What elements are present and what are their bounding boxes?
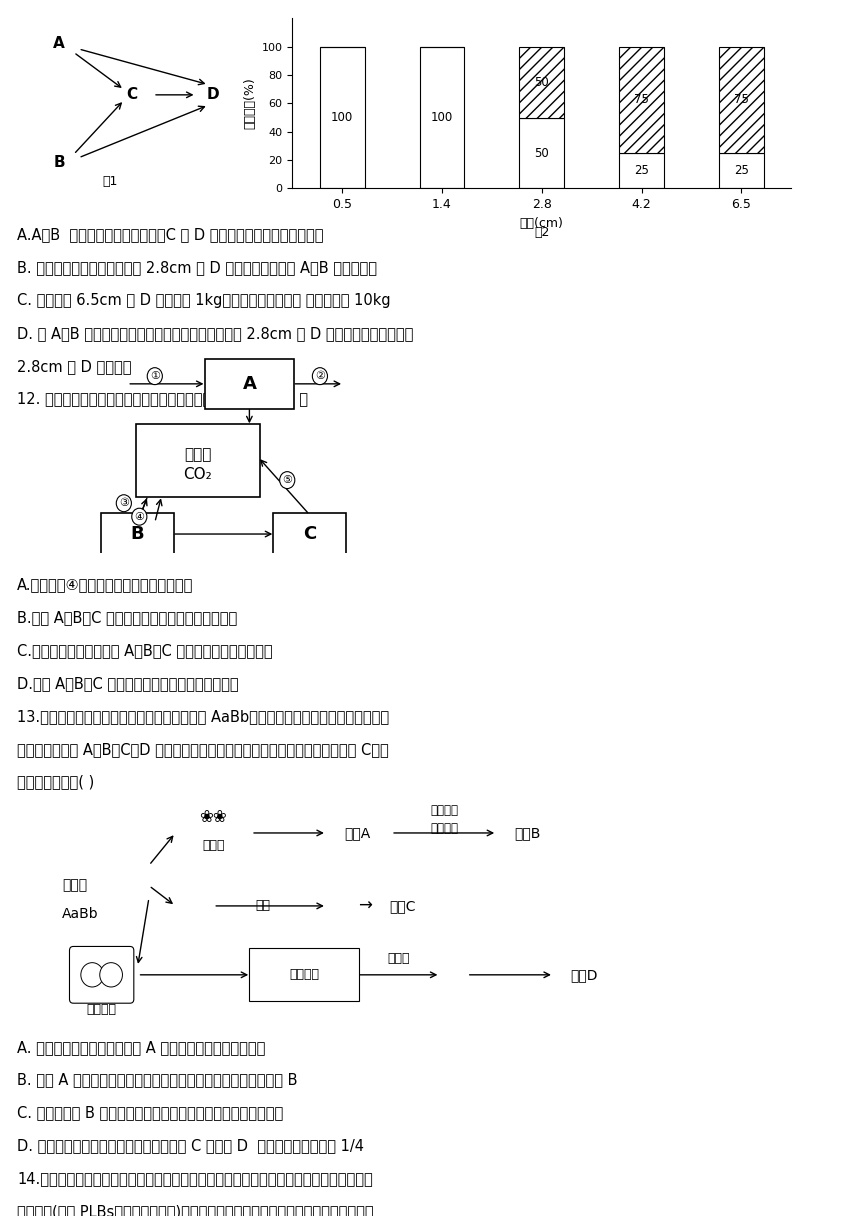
Text: D.图中 A、B、C 包含的所有种群共同构成生物群落: D.图中 A、B、C 包含的所有种群共同构成生物群落 [17,676,239,691]
Circle shape [116,495,132,512]
Text: 愈伤组织: 愈伤组织 [289,968,319,981]
Text: 图1: 图1 [102,175,118,188]
Text: 拟原球茎(简称 PLBs，类似愈伤组织)生产生物碱的实验流程。如图所示。下列叙述错误: 拟原球茎(简称 PLBs，类似愈伤组织)生产生物碱的实验流程。如图所示。下列叙述… [17,1204,374,1216]
Bar [519,118,564,188]
Text: 75: 75 [734,94,749,106]
Text: A: A [53,36,65,51]
Text: 种子: 种子 [255,900,270,912]
Text: 50: 50 [534,75,550,89]
Text: 处理芽尖: 处理芽尖 [430,822,458,835]
Text: 2.8cm 的 D 种群数量: 2.8cm 的 D 种群数量 [17,359,132,373]
Text: 25: 25 [634,164,649,178]
Text: 植株甲培育植株 A、B、C、D 的过程。将植株甲自交所结的种子种下，可得到植株 C。下: 植株甲培育植株 A、B、C、D 的过程。将植株甲自交所结的种子种下，可得到植株 … [17,742,389,756]
Text: B. 植株 A 经秋水仙素处理可获得染色体数加倍的纯合四倍体植株 B: B. 植株 A 经秋水仙素处理可获得染色体数加倍的纯合四倍体植株 B [17,1073,298,1087]
Text: 图2: 图2 [534,226,550,240]
FancyBboxPatch shape [273,513,346,556]
Text: 列叙述正确的是( ): 列叙述正确的是( ) [17,775,95,789]
Text: B.图中 A、B、C 分别代表消费者、生产者和分解者: B.图中 A、B、C 分别代表消费者、生产者和分解者 [17,610,237,625]
Bar [619,153,664,188]
Text: 植株B: 植株B [514,826,541,840]
Text: C.物质循环是指碳元素在 A、B、C 之间以有机物的形式传递: C.物质循环是指碳元素在 A、B、C 之间以有机物的形式传递 [17,643,273,658]
Text: 某种药剂: 某种药剂 [430,804,458,817]
FancyBboxPatch shape [70,946,134,1003]
Text: C: C [126,88,137,102]
Y-axis label: 食性比例(%): 食性比例(%) [243,78,256,129]
Text: 12. 下图表示生物圈中碳元素的循环过程，下列有关叙述正确的是（  ）: 12. 下图表示生物圈中碳元素的循环过程，下列有关叙述正确的是（ ） [17,392,308,406]
Text: 13.植株甲是自花传粉的二倍体植物，基因型为 AaBb，这两对基因独立遗传。下图为利用: 13.植株甲是自花传粉的二倍体植物，基因型为 AaBb，这两对基因独立遗传。下图… [17,709,390,724]
Bar [619,46,664,153]
FancyBboxPatch shape [136,424,260,497]
Text: 50: 50 [534,146,550,159]
Text: →: → [358,897,372,914]
Text: ❀❀: ❀❀ [200,807,227,826]
Text: 花粉粒: 花粉粒 [202,839,224,851]
Bar [519,46,564,118]
Circle shape [100,963,122,987]
Circle shape [312,367,328,384]
Text: 大气中: 大气中 [184,447,212,462]
Bar [320,46,365,188]
Circle shape [147,367,163,384]
Text: B: B [53,156,65,170]
Text: C. 若体长为 6.5cm 的 D 种群增重 1kg，至少需要消耗第一 营养级生物 10kg: C. 若体长为 6.5cm 的 D 种群增重 1kg，至少需要消耗第一 营养级生… [17,293,390,308]
Text: A.A、B  之间的关系是种间竞争，C 和 D 之间的关系是种间竞争和捕食: A.A、B 之间的关系是种间竞争，C 和 D 之间的关系是种间竞争和捕食 [17,227,323,242]
Text: C: C [303,525,316,544]
Text: D: D [207,88,219,102]
Text: 离体细胞: 离体细胞 [87,1003,117,1015]
FancyBboxPatch shape [101,513,174,556]
Text: 植株甲: 植株甲 [62,879,87,893]
Text: 植株C: 植株C [390,899,415,913]
Text: ③: ③ [119,499,129,508]
Text: C. 可选用植株 B 的根尖作材料观察细胞分裂中期染色体数目加倍: C. 可选用植株 B 的根尖作材料观察细胞分裂中期染色体数目加倍 [17,1105,284,1120]
Text: 75: 75 [634,94,649,106]
Circle shape [81,963,103,987]
Circle shape [280,472,295,489]
Text: 14.铁皮石斛是我国名贵中药，生物碱是其有效成分之一。应用植物组织培养技术培养石斛: 14.铁皮石斛是我国名贵中药，生物碱是其有效成分之一。应用植物组织培养技术培养石… [17,1171,373,1186]
Text: ⑤: ⑤ [282,475,292,485]
Text: 100: 100 [331,111,353,124]
Bar [420,46,464,188]
Text: 植株A: 植株A [344,826,370,840]
FancyBboxPatch shape [205,359,294,409]
Text: B. 若池塘中投放大量体长小于 2.8cm 的 D 种群，一定时间内 A、B 数量会增加: B. 若池塘中投放大量体长小于 2.8cm 的 D 种群，一定时间内 A、B 数… [17,260,378,275]
Bar [719,153,764,188]
FancyBboxPatch shape [249,948,359,1001]
Text: D. 若不考虑突变和染色体片段互换，植株 C 与植株 D  基因型相同的概率是 1/4: D. 若不考虑突变和染色体片段互换，植株 C 与植株 D 基因型相同的概率是 1… [17,1138,364,1153]
Text: ④: ④ [134,512,144,522]
Text: D. 若 A、B 数量不变，则该地池塘能承载的体长小于 2.8cm 的 D 种群数量大于体长大于: D. 若 A、B 数量不变，则该地池塘能承载的体长小于 2.8cm 的 D 种群… [17,326,414,340]
Text: A. 用植株甲的花粉粒获得植物 A 的育种方法称为单倍体育种: A. 用植株甲的花粉粒获得植物 A 的育种方法称为单倍体育种 [17,1040,266,1054]
Text: ①: ① [150,371,160,381]
Text: CO₂: CO₂ [183,467,212,482]
Circle shape [132,508,147,525]
Text: AaBb: AaBb [62,907,99,921]
X-axis label: 体长(cm): 体长(cm) [519,216,564,230]
Text: A.自然界中④过程只有绿色植物的光合作用: A.自然界中④过程只有绿色植物的光合作用 [17,578,194,592]
Text: ②: ② [315,371,325,381]
Text: 植株D: 植株D [570,968,598,981]
Bar [719,46,764,153]
Text: A: A [243,375,256,393]
Text: 根、芽: 根、芽 [388,952,410,966]
Text: 100: 100 [431,111,453,124]
Text: 25: 25 [734,164,749,178]
Text: B: B [131,525,144,544]
